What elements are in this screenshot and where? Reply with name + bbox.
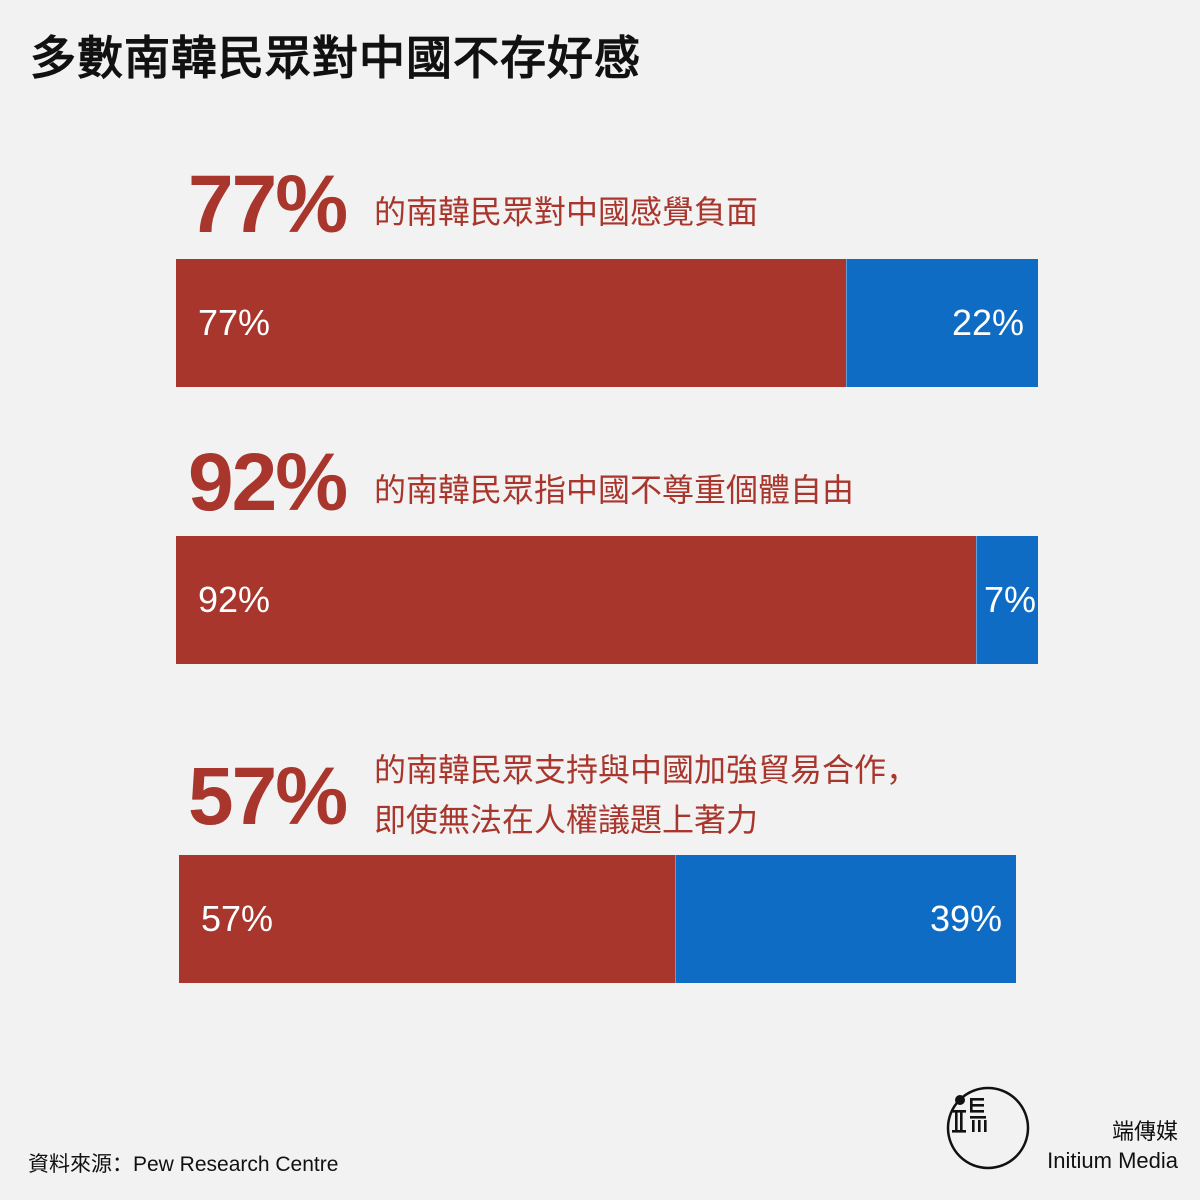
segment-label: 57% (201, 898, 274, 939)
segment-label: 22% (951, 302, 1024, 343)
source-note: 資料來源：Pew Research Centre (28, 1153, 339, 1176)
caption-line: 的南韓民眾指中國不尊重個體自由 (374, 471, 855, 509)
initium-logo-icon (946, 1086, 1030, 1170)
bar-segment-red: 92% (176, 536, 977, 664)
page-title: 多數南韓民眾對中國不存好感 (30, 31, 641, 85)
stacked-bar: 77% 22% (176, 259, 1038, 387)
headline-percent: 77% (188, 159, 348, 250)
caption-line: 即使無法在人權議題上著力 (374, 801, 759, 839)
segment-label: 92% (198, 579, 271, 620)
brand-name-chinese: 端傳媒 (1111, 1120, 1178, 1145)
caption-line: 的南韓民眾對中國感覺負面 (374, 193, 759, 231)
bar-segment-blue: 22% (845, 259, 1038, 387)
headline-percent: 92% (188, 437, 348, 528)
segment-label: 77% (198, 302, 271, 343)
stacked-bar: 57% 39% (179, 855, 1016, 983)
bar-segment-blue: 39% (675, 855, 1016, 983)
caption-line: 的南韓民眾支持與中國加強貿易合作， (374, 751, 919, 789)
brand-name-english: Initium Media (1047, 1148, 1178, 1173)
headline-percent: 57% (188, 751, 348, 842)
segment-label: 7% (983, 579, 1036, 620)
bar-segment-red: 57% (179, 855, 676, 983)
segment-label: 39% (929, 898, 1002, 939)
stacked-bar: 92% 7% (176, 536, 1038, 664)
bar-segment-red: 77% (176, 259, 846, 387)
bar-segment-blue: 7% (976, 536, 1038, 664)
